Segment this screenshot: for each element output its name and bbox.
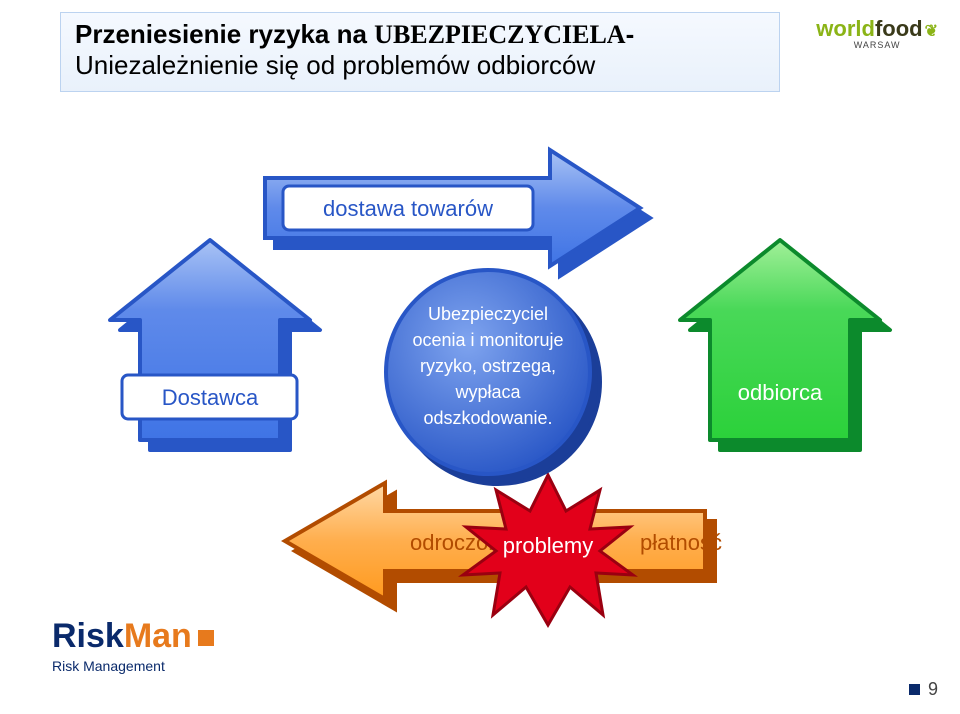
top-arrow-label: dostawa towarów — [323, 196, 493, 221]
riskman-a: Risk — [52, 617, 124, 655]
receiver-label: odbiorca — [738, 380, 823, 405]
insurer-l4: wypłaca — [454, 382, 521, 402]
insurer-circle: Ubezpieczyciel ocenia i monitoruje ryzyk… — [386, 270, 600, 484]
bottom-arrow-right: płatność — [640, 530, 722, 555]
insurer-l5: odszkodowanie. — [423, 408, 552, 428]
square-icon — [198, 630, 214, 646]
supplier-label: Dostawca — [162, 385, 259, 410]
insurer-l1: Ubezpieczyciel — [428, 304, 548, 324]
diagram-svg: dostawa towarów Dostawca odbiorca odrocz… — [0, 0, 960, 714]
slide: Przeniesienie ryzyka na UBEZPIECZYCIELA-… — [0, 0, 960, 714]
riskman-wordmark: RiskMan — [52, 617, 214, 656]
insurer-l2: ocenia i monitoruje — [412, 330, 563, 350]
supplier-house: Dostawca — [110, 240, 320, 450]
page-number: 9 — [909, 679, 938, 700]
riskman-b: Man — [124, 617, 192, 655]
problems-label: problemy — [503, 533, 593, 558]
top-arrow: dostawa towarów — [265, 150, 650, 276]
riskman-logo: RiskMan Risk Management — [52, 617, 214, 674]
riskman-sub: Risk Management — [52, 658, 214, 674]
insurer-l3: ryzyko, ostrzega, — [420, 356, 556, 376]
receiver-house: odbiorca — [680, 240, 890, 450]
